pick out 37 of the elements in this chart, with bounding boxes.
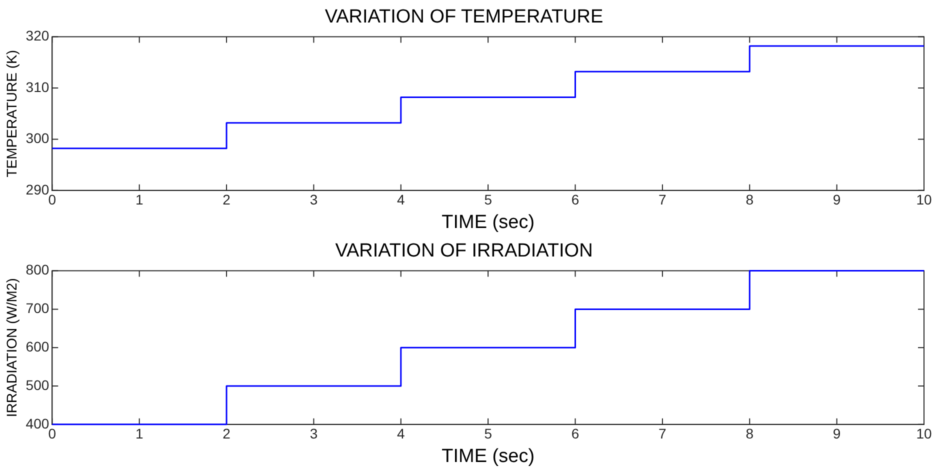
chart-title: VARIATION OF TEMPERATURE	[324, 6, 604, 28]
x-tick-label: 5	[484, 426, 492, 442]
x-tick-label: 6	[571, 192, 580, 208]
x-tick-label: 3	[310, 192, 318, 208]
x-tick-label: 0	[48, 192, 56, 208]
x-axis-title: TIME (sec)	[442, 212, 535, 233]
y-tick-label: 310	[26, 78, 50, 95]
x-tick-label: 5	[484, 192, 492, 208]
x-tick-label: 8	[746, 192, 754, 208]
x-tick-label: 1	[135, 192, 144, 208]
y-axis-title: TEMPERATURE (K)	[3, 50, 20, 178]
y-tick-label: 300	[26, 130, 50, 146]
y-tick-label: 800	[26, 262, 50, 278]
y-tick-label: 320	[26, 28, 50, 44]
x-tick-label: 8	[746, 426, 754, 442]
y-tick-label: 700	[26, 300, 50, 316]
x-tick-label: 3	[310, 426, 318, 442]
y-tick-label: 600	[26, 338, 50, 354]
x-tick-label: 0	[48, 426, 56, 442]
y-tick-label: 500	[26, 376, 50, 393]
x-tick-label: 4	[396, 192, 405, 208]
x-tick-label: 9	[832, 192, 841, 208]
x-tick-label: 10	[916, 426, 932, 442]
x-tick-label: 6	[571, 426, 580, 442]
x-tick-label: 9	[832, 426, 841, 442]
y-tick-label: 290	[26, 181, 50, 198]
x-tick-label: 7	[658, 192, 667, 208]
x-tick-label: 2	[222, 192, 231, 208]
x-tick-label: 1	[135, 426, 144, 442]
x-tick-label: 4	[396, 426, 405, 442]
x-tick-label: 7	[658, 426, 667, 442]
x-tick-label: 10	[916, 192, 932, 208]
x-axis-title: TIME (sec)	[442, 446, 535, 467]
y-axis-title: IRRADIATION (W/M2)	[3, 278, 20, 418]
y-tick-label: 400	[26, 415, 50, 432]
x-tick-label: 2	[222, 426, 231, 442]
chart-title: VARIATION OF IRRADIATION	[335, 240, 593, 262]
